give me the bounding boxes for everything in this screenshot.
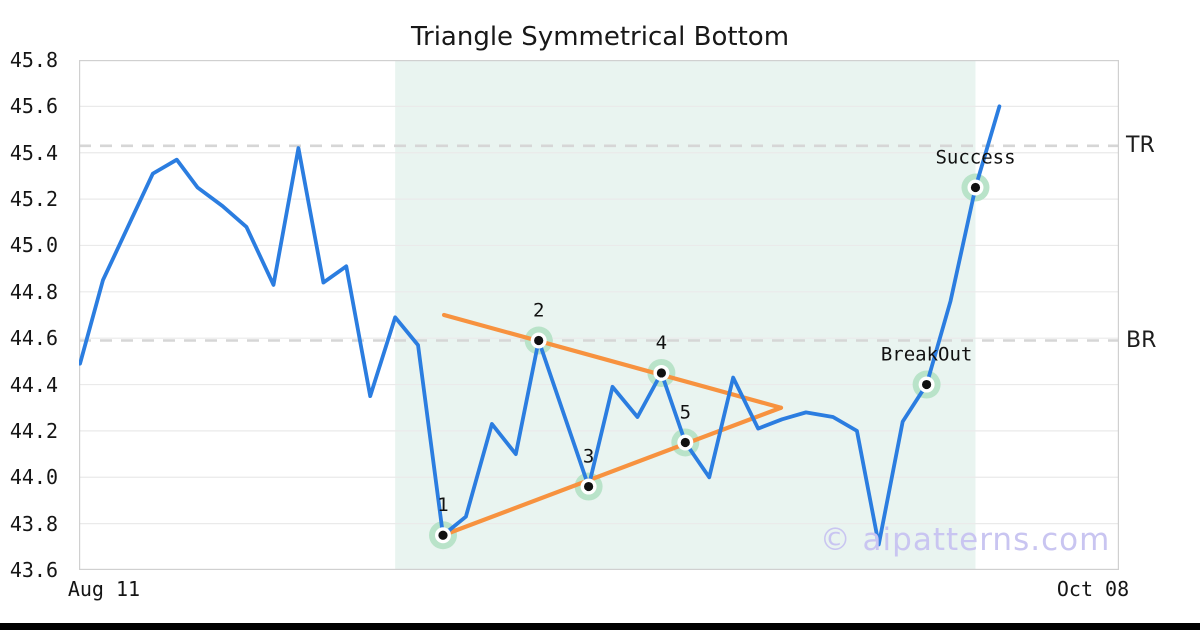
marker-dot — [584, 481, 594, 492]
marker-dot — [922, 379, 932, 390]
ref-line-label-tr: TR — [1126, 132, 1155, 158]
y-tick-label: 44.0 — [9, 465, 58, 490]
marker-dot — [656, 368, 667, 378]
plot-border — [78, 59, 1120, 571]
marker-dot — [438, 530, 448, 540]
y-tick-label: 44.4 — [9, 372, 58, 397]
marker-label-4: 4 — [656, 332, 667, 354]
y-tick-label: 45.0 — [9, 233, 58, 258]
marker-label-3: 3 — [583, 446, 594, 468]
chart-title: Triangle Symmetrical Bottom — [410, 22, 790, 52]
plot-area: 1 2 3 4 5 BreakOut Success — [78, 59, 1120, 571]
marker-label-5: 5 — [680, 402, 691, 424]
marker-dot — [534, 335, 544, 346]
marker-label-success: Success — [935, 147, 1015, 169]
trendline-upper — [441, 312, 784, 410]
watermark: © aipatterns.com — [819, 522, 1111, 558]
y-tick-label: 45.8 — [9, 48, 58, 72]
x-tick-label: Aug 11 — [67, 577, 141, 601]
y-tick-label: 45.2 — [9, 187, 58, 212]
y-tick-label: 43.8 — [9, 511, 58, 536]
marker-label-2: 2 — [533, 300, 544, 322]
marker-dot — [680, 437, 690, 448]
y-tick-label: 43.6 — [9, 558, 58, 582]
y-tick-label: 45.6 — [9, 94, 58, 119]
x-tick-label: Oct 08 — [1056, 577, 1130, 601]
y-tick-label: 44.8 — [9, 279, 58, 304]
marker-label-1: 1 — [437, 494, 448, 516]
plot-svg: 1 2 3 4 5 BreakOut Success — [78, 59, 1120, 571]
ref-line-label-br: BR — [1126, 327, 1157, 353]
footer-bar — [0, 623, 1200, 630]
y-tick-label: 44.6 — [9, 326, 58, 351]
marker-dot — [970, 182, 981, 193]
marker-label-breakout: BreakOut — [881, 344, 973, 366]
y-tick-label: 45.4 — [9, 140, 58, 165]
trendline-lower — [440, 405, 784, 538]
y-tick-label: 44.2 — [9, 418, 58, 443]
